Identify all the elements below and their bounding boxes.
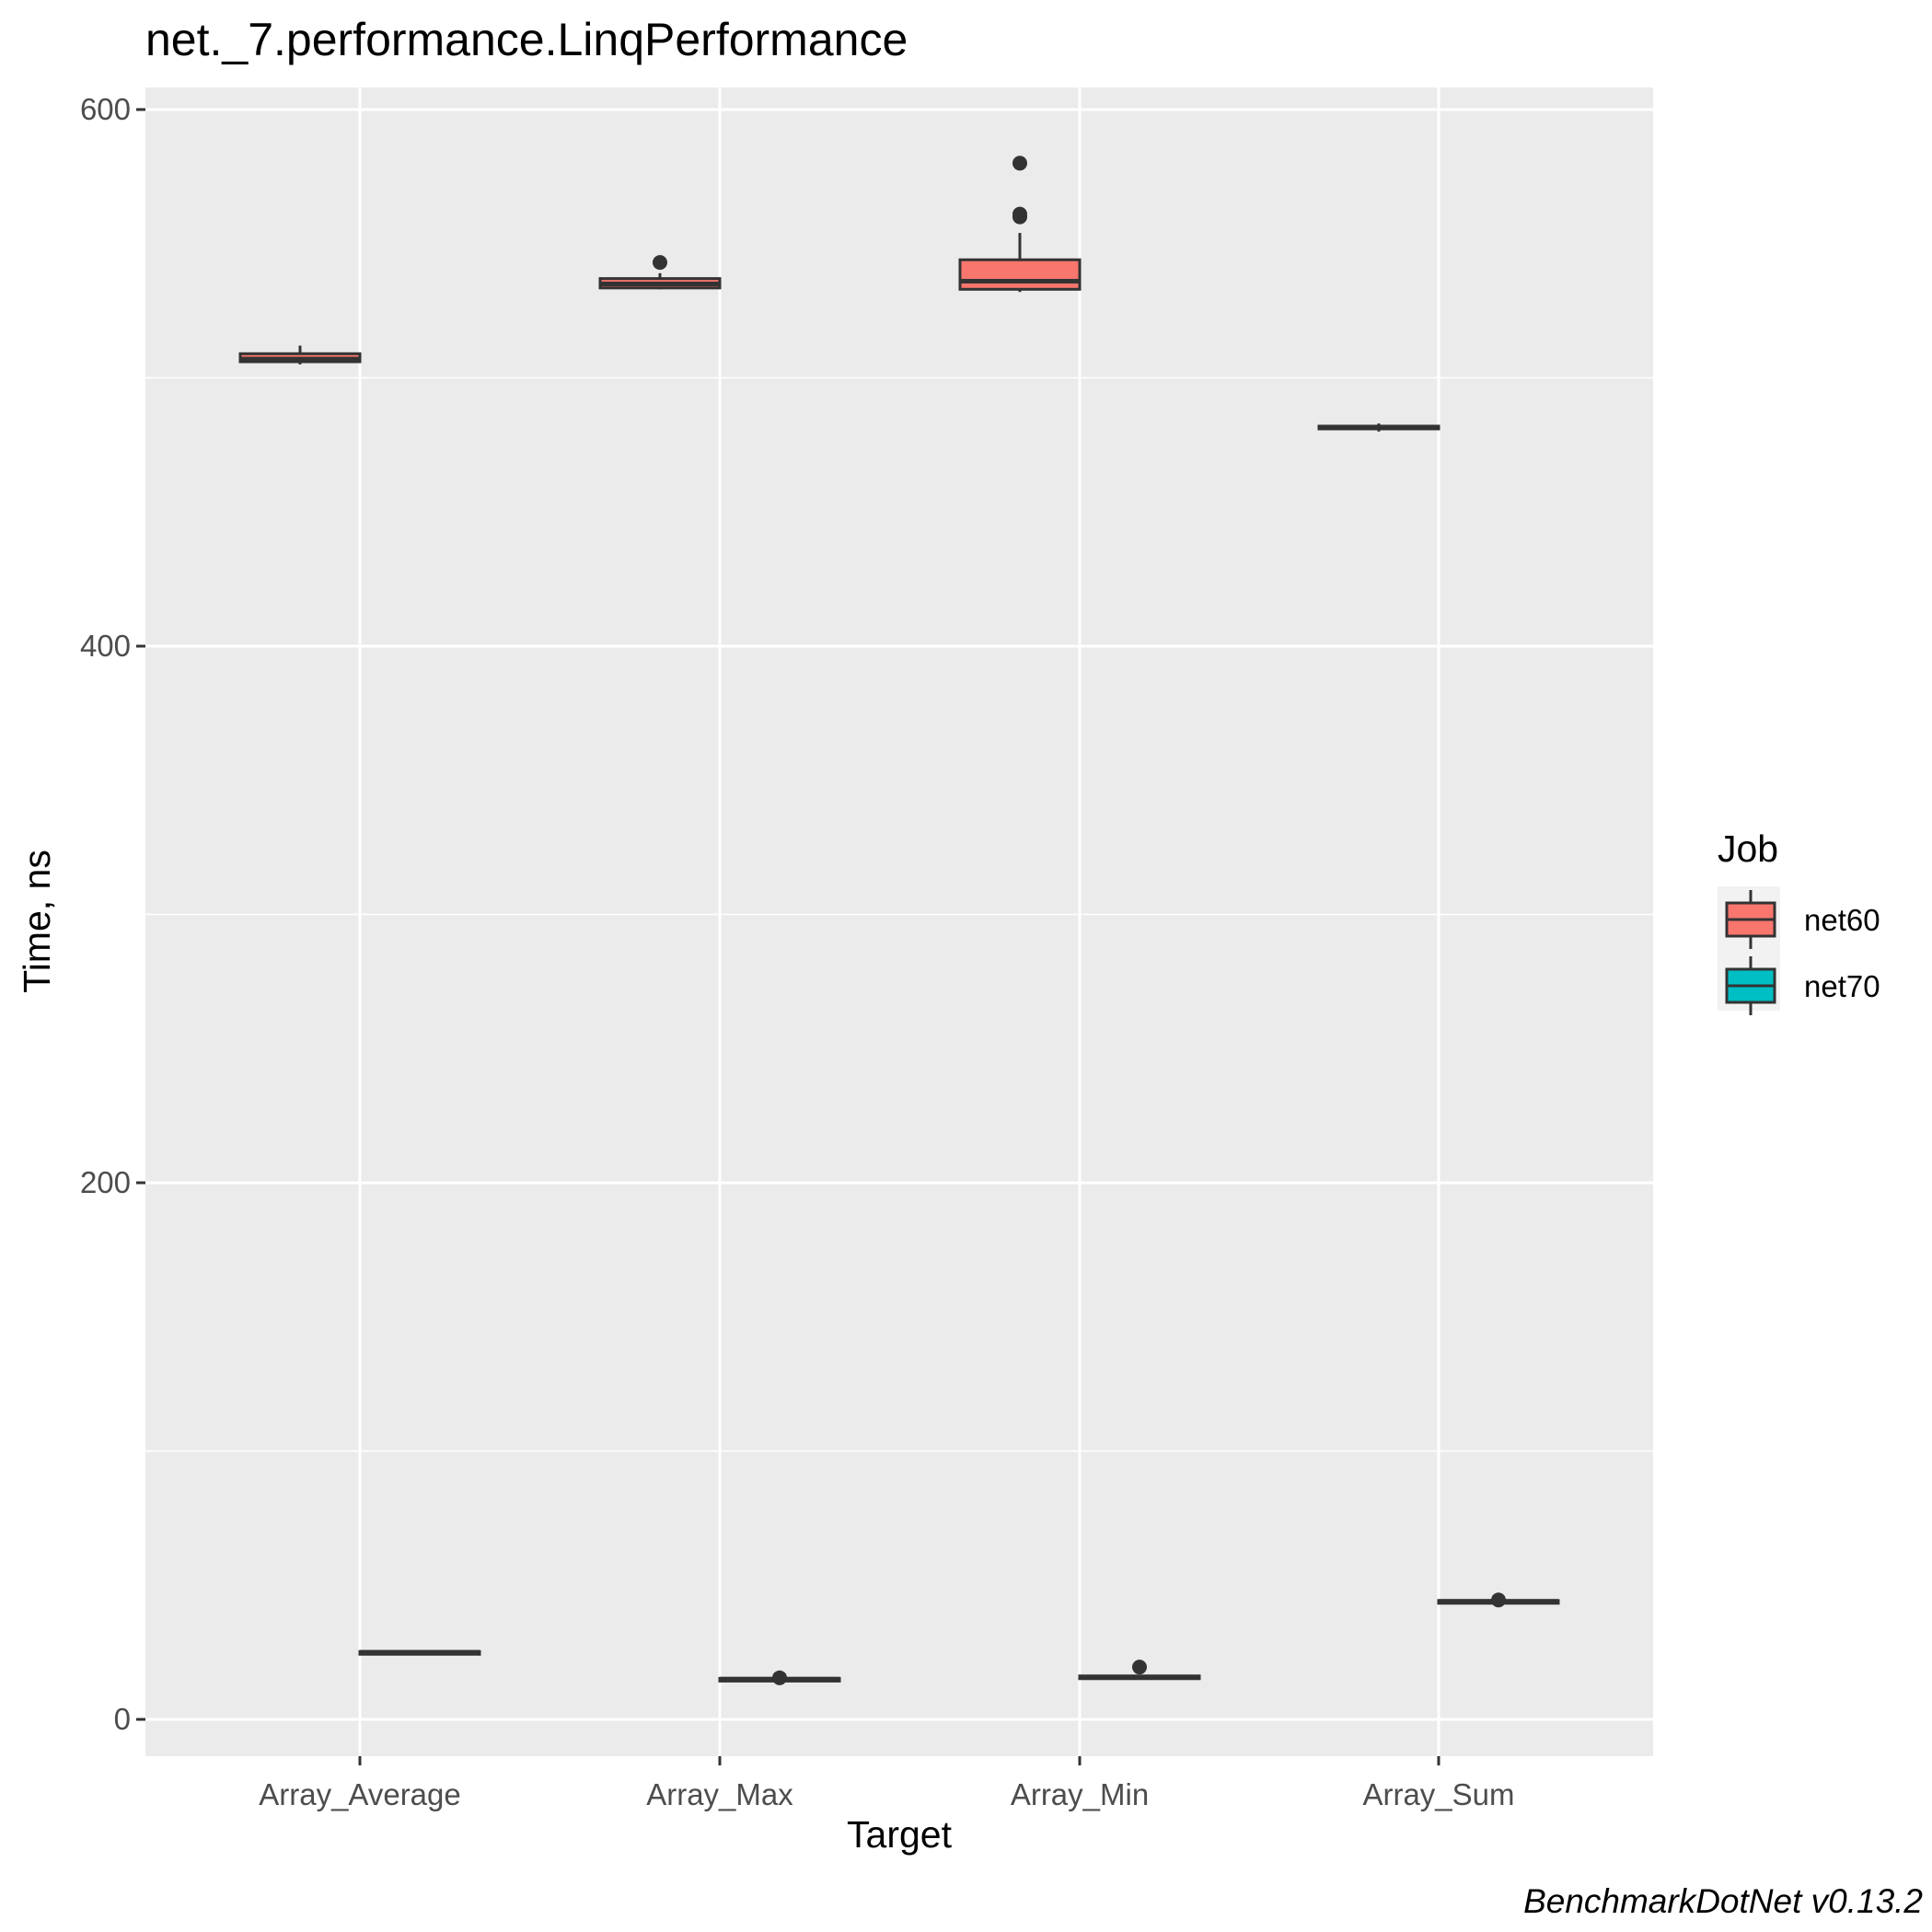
legend-label-net60: net60: [1804, 903, 1880, 937]
legend-title: Job: [1718, 827, 1778, 870]
x-tick-label: Array_Max: [646, 1777, 793, 1811]
box-body: [958, 258, 1082, 291]
outlier-point: [1491, 1592, 1506, 1608]
x-tick-label: Array_Min: [1011, 1777, 1149, 1811]
x-axis-title: Target: [847, 1813, 953, 1856]
outlier-point: [772, 1670, 787, 1685]
x-tick-label: Array_Average: [259, 1777, 461, 1811]
box-net70-Array_Min: [1078, 1660, 1201, 1681]
box-net60-Array_Max: [598, 255, 722, 290]
grid-minor: [145, 376, 1653, 1452]
outlier-point: [1012, 206, 1027, 222]
box-net70-Array_Max: [718, 1670, 841, 1685]
y-tick-label: 200: [80, 1165, 131, 1199]
caption: BenchmarkDotNet v0.13.2: [1523, 1882, 1923, 1920]
x-tick-label: Array_Sum: [1362, 1777, 1514, 1811]
x-axis: Array_Average Array_Max Array_Min Array_Sum: [259, 1756, 1515, 1811]
box-layer: [238, 156, 1560, 1685]
box-net60-Array_Average: [238, 345, 362, 364]
chart-title: net._7.performance.LinqPerformance: [145, 14, 908, 65]
grid-major: [145, 87, 1653, 1756]
box-net60-Array_Min: [958, 156, 1082, 293]
plot-panel: [145, 87, 1653, 1756]
y-tick-label: 600: [80, 92, 131, 126]
outlier-point: [653, 255, 667, 271]
box-net70-Array_Average: [358, 1649, 481, 1656]
box-net60-Array_Sum: [1317, 423, 1440, 432]
y-axis-title: Time, ns: [16, 850, 58, 993]
outlier-point: [1132, 1660, 1147, 1675]
legend: Job net60 net70: [1718, 827, 1880, 1015]
y-tick-label: 0: [114, 1702, 131, 1736]
y-axis: 0 200 400 600: [80, 92, 145, 1736]
box-net70-Array_Sum: [1437, 1592, 1560, 1608]
legend-label-net70: net70: [1804, 969, 1880, 1003]
outlier-point: [1012, 156, 1027, 171]
y-tick-label: 400: [80, 629, 131, 663]
